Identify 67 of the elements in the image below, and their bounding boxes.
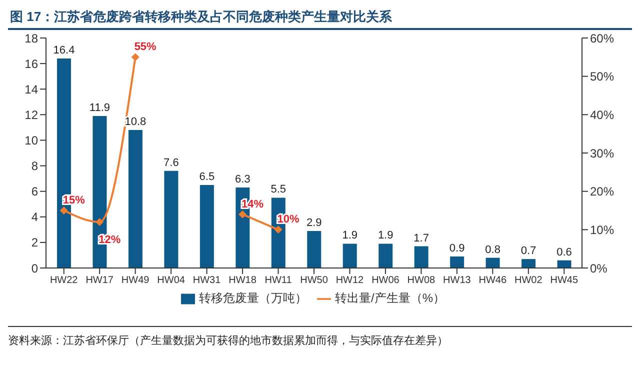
bar bbox=[486, 258, 500, 268]
legend-label: 转移危废量（万吨） bbox=[198, 291, 307, 305]
data-label: 1.7 bbox=[414, 232, 429, 244]
x-tick-label: HW08 bbox=[407, 275, 436, 286]
data-label: 55% bbox=[134, 41, 157, 54]
bar bbox=[450, 256, 464, 268]
y-tick-label: 4 bbox=[31, 210, 38, 224]
x-tick-label: HW17 bbox=[86, 275, 114, 286]
data-label: 6.5 bbox=[199, 170, 215, 183]
data-label: 1.9 bbox=[342, 230, 358, 242]
data-label: 0.9 bbox=[449, 242, 465, 254]
x-tick-label: HW12 bbox=[336, 275, 364, 286]
bar bbox=[307, 230, 322, 268]
y2-tick-label: 60% bbox=[590, 31, 614, 46]
point bbox=[131, 53, 140, 62]
data-label: 11.9 bbox=[89, 102, 110, 114]
y-tick-label: 10 bbox=[24, 133, 38, 148]
x-tick-label: HW22 bbox=[50, 275, 78, 286]
y2-tick-label: 40% bbox=[590, 108, 614, 122]
y-tick-label: 18 bbox=[24, 31, 38, 46]
data-label: 6.3 bbox=[235, 174, 250, 186]
x-tick-label: HW18 bbox=[228, 275, 257, 286]
bar bbox=[342, 244, 357, 268]
y-tick-label: 0 bbox=[31, 261, 38, 276]
y2-tick-label: 50% bbox=[590, 70, 614, 84]
point bbox=[60, 206, 68, 214]
legend-label: 转出量/产生量（%） bbox=[334, 291, 445, 305]
bar bbox=[557, 260, 572, 268]
y-tick-label: 16 bbox=[24, 56, 38, 71]
point bbox=[96, 218, 104, 226]
bar bbox=[414, 246, 428, 268]
text: 资料来源：江苏省环保厅（产生量数据为可获得的地市数据累加而得，与实际值存在差异） bbox=[8, 326, 632, 348]
bar bbox=[522, 259, 536, 268]
data-label: 16.4 bbox=[53, 44, 75, 56]
x-tick-label: HW04 bbox=[157, 275, 186, 286]
x-tick-label: HW50 bbox=[300, 275, 328, 286]
x-tick-label: HW11 bbox=[264, 275, 292, 286]
data-label: 0.6 bbox=[556, 246, 572, 258]
y-tick-label: 2 bbox=[31, 236, 38, 250]
bar bbox=[128, 130, 142, 268]
data-label: 0.7 bbox=[520, 245, 536, 258]
data-label: 5.5 bbox=[270, 184, 286, 196]
x-tick-label: HW49 bbox=[121, 275, 150, 286]
y-tick-label: 6 bbox=[31, 184, 38, 199]
x-tick-label: HW06 bbox=[372, 275, 400, 286]
data-label: 7.6 bbox=[164, 156, 179, 169]
x-tick-label: HW45 bbox=[550, 275, 578, 286]
y-tick-label: 12 bbox=[24, 108, 38, 122]
data-label: 1.9 bbox=[378, 230, 394, 242]
bar bbox=[200, 184, 214, 268]
data-label: 0.8 bbox=[485, 244, 500, 256]
bar bbox=[164, 170, 178, 268]
y2-tick-label: 20% bbox=[590, 184, 614, 199]
y2-tick-label: 0% bbox=[590, 261, 608, 276]
y-tick-label: 14 bbox=[24, 82, 38, 96]
x-tick-label: HW02 bbox=[514, 275, 543, 286]
data-label: 2.9 bbox=[306, 216, 322, 229]
bar bbox=[378, 244, 393, 268]
point bbox=[274, 226, 282, 234]
y2-tick-label: 30% bbox=[590, 146, 614, 160]
x-tick-label: HW46 bbox=[478, 275, 507, 286]
x-tick-label: HW31 bbox=[192, 275, 222, 286]
y2-tick-label: 10% bbox=[590, 222, 614, 237]
chart-title: 图 17：江苏省危废跨省转移种类及占不同危废种类产生量对比关系 bbox=[8, 8, 632, 30]
x-tick-label: HW13 bbox=[443, 275, 472, 286]
y-tick-label: 8 bbox=[31, 159, 38, 174]
point bbox=[238, 210, 247, 218]
